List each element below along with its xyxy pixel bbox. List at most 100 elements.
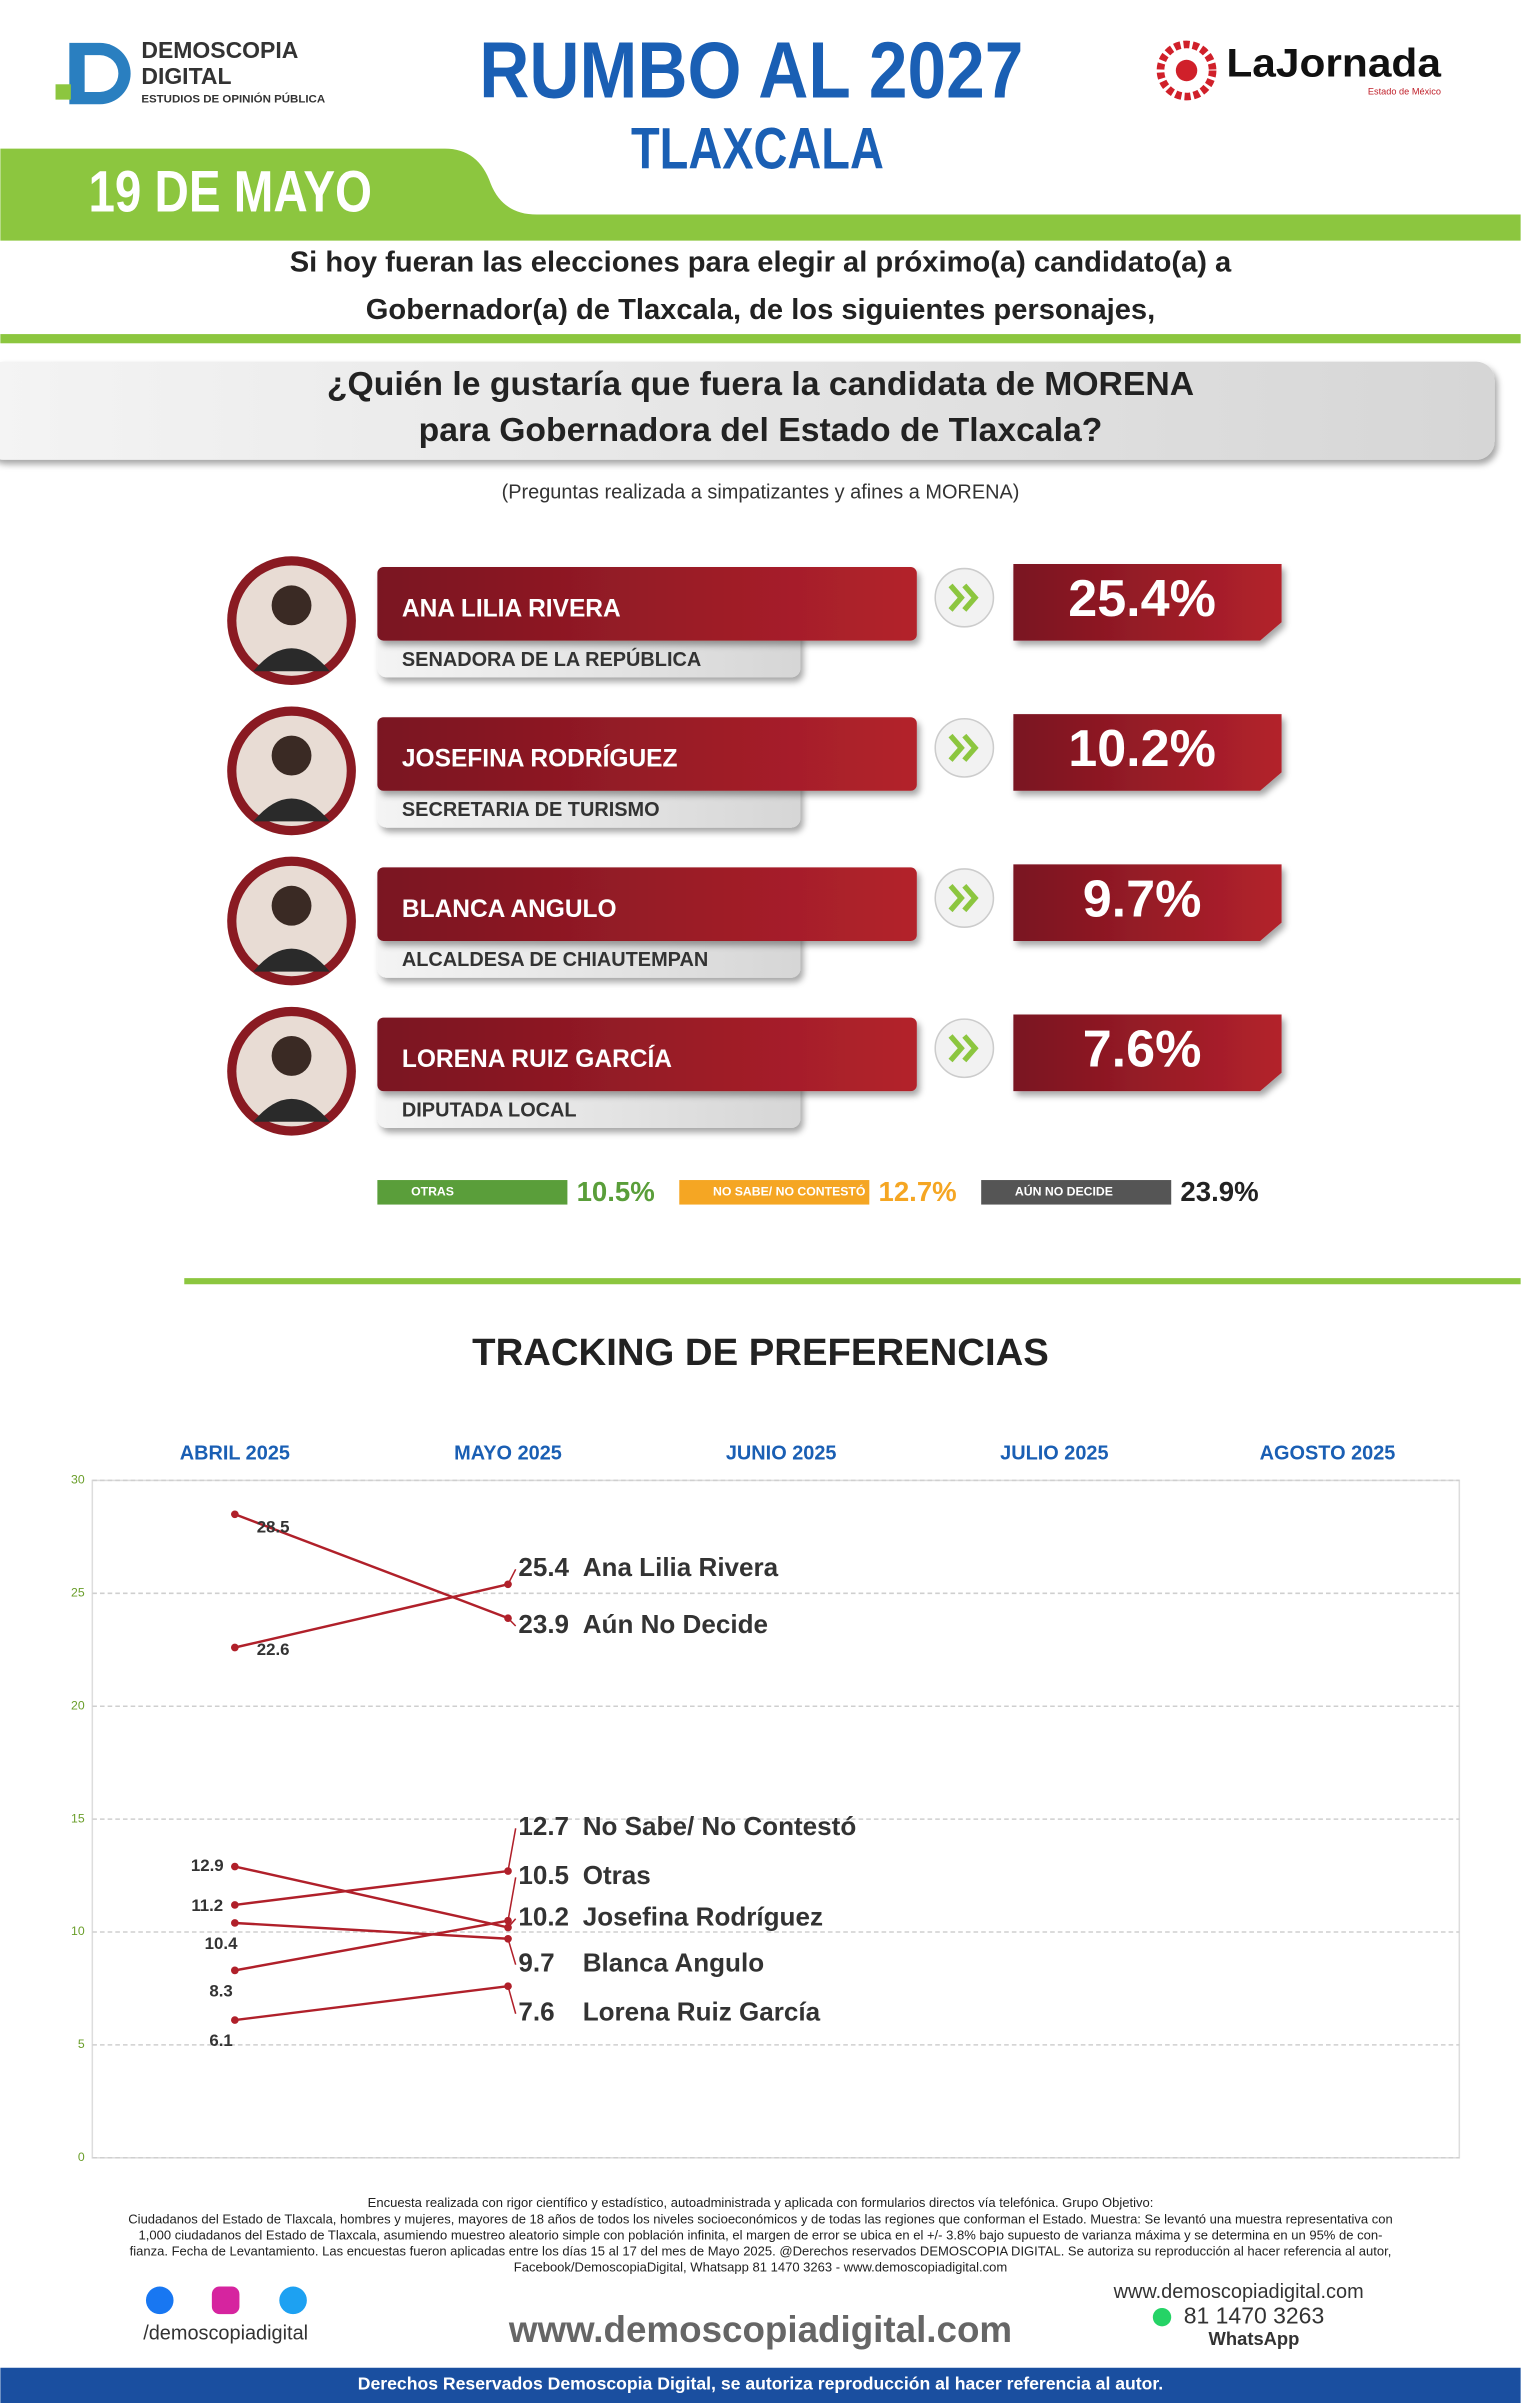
arrow-icon bbox=[948, 1034, 979, 1063]
point-label: 11.2 bbox=[191, 1896, 223, 1915]
methodology: Facebook/DemoscopiaDigital, Whatsapp 81 … bbox=[514, 2260, 1007, 2275]
candidate-percent: 25.4% bbox=[1068, 570, 1216, 628]
name-bar bbox=[377, 717, 917, 791]
divider bbox=[0, 334, 1521, 344]
phone: 81 1470 3263 bbox=[1184, 2302, 1325, 2328]
point bbox=[231, 2016, 239, 2024]
date-band bbox=[0, 148, 1521, 241]
other-label: OTRAS bbox=[411, 1185, 454, 1199]
candidate-role: DIPUTADA LOCAL bbox=[402, 1099, 577, 1121]
photo bbox=[253, 1098, 330, 1122]
candidate-name: LORENA RUIZ GARCÍA bbox=[402, 1045, 672, 1073]
date: 19 DE MAYO bbox=[88, 160, 372, 225]
series-line bbox=[234, 1869, 509, 1907]
series-line bbox=[234, 1984, 509, 2022]
end-value-label: 12.7 bbox=[518, 1811, 569, 1841]
note: (Preguntas realizada a simpatizantes y a… bbox=[502, 482, 1020, 504]
social-icons bbox=[145, 2286, 307, 2315]
other-label: NO SABE/ NO CONTESTÓ bbox=[713, 1184, 866, 1199]
series-name: No Sabe/ No Contestó bbox=[583, 1811, 857, 1841]
y-tick-label: 5 bbox=[78, 2037, 85, 2051]
y-tick-label: 15 bbox=[71, 1811, 85, 1825]
series-line bbox=[234, 1865, 509, 1929]
label-leader bbox=[507, 1617, 517, 1627]
y-tick-label: 0 bbox=[78, 2150, 85, 2164]
candidate-name: ANA LILIA RIVERA bbox=[402, 595, 621, 622]
candidate-percent: 10.2% bbox=[1068, 720, 1216, 778]
end-value-label: 25.4 bbox=[518, 1552, 569, 1582]
point bbox=[231, 1643, 239, 1652]
x-tick-label: JULIO 2025 bbox=[1000, 1443, 1108, 1465]
other-percent: 12.7% bbox=[879, 1176, 957, 1207]
whatsapp: WhatsApp bbox=[1209, 2328, 1300, 2349]
y-tick-label: 30 bbox=[71, 1473, 85, 1487]
subtitle: TLAXCALA bbox=[631, 117, 884, 182]
candidate-name: BLANCA ANGULO bbox=[402, 896, 617, 923]
social-handle: /demoscopiadigital bbox=[143, 2322, 308, 2344]
other-bar bbox=[679, 1180, 870, 1205]
photo bbox=[271, 885, 312, 926]
candidate-role: SECRETARIA DE TURISMO bbox=[402, 799, 660, 821]
label-leader bbox=[507, 1985, 517, 2014]
x-tick-label: ABRIL 2025 bbox=[180, 1443, 290, 1465]
question: para Gobernadora del Estado de Tlaxcala? bbox=[419, 411, 1103, 449]
series-line bbox=[234, 1513, 509, 1620]
x-tick-label: AGOSTO 2025 bbox=[1260, 1443, 1396, 1465]
methodology: 1,000 ciudadanos del Estado de Tlaxcala,… bbox=[139, 2227, 1383, 2242]
x-tick-label: MAYO 2025 bbox=[454, 1443, 562, 1465]
end-value-label: 10.2 bbox=[518, 1902, 569, 1932]
series-name: Aún No Decide bbox=[583, 1609, 768, 1639]
label-leader bbox=[507, 1877, 517, 1921]
y-tick-label: 25 bbox=[71, 1586, 85, 1600]
label-leader bbox=[507, 1828, 517, 1872]
percent-box bbox=[1013, 1014, 1282, 1092]
series-line bbox=[234, 1583, 509, 1649]
methodology: Encuesta realizada con rigor científico … bbox=[368, 2195, 1154, 2210]
percent-box bbox=[1013, 864, 1282, 941]
label-leader bbox=[507, 1568, 517, 1585]
arrow-icon bbox=[948, 733, 979, 762]
point bbox=[231, 1966, 239, 1975]
point bbox=[231, 1919, 239, 1927]
end-value-label: 23.9 bbox=[518, 1609, 569, 1639]
photo bbox=[253, 648, 330, 672]
y-tick-label: 20 bbox=[71, 1698, 85, 1712]
rights: Derechos Reservados Demoscopia Digital, … bbox=[358, 2373, 1163, 2393]
intro: Gobernador(a) de Tlaxcala, de los siguie… bbox=[366, 294, 1155, 326]
point-label: 10.4 bbox=[205, 1934, 238, 1953]
website-small: www.demoscopiadigital.com bbox=[1113, 2281, 1364, 2303]
label-leader bbox=[507, 1918, 517, 1928]
other-percent: 10.5% bbox=[577, 1176, 655, 1207]
candidate-role: ALCALDESA DE CHIAUTEMPAN bbox=[402, 949, 708, 971]
divider bbox=[184, 1278, 1521, 1285]
series-name: Blanca Angulo bbox=[583, 1948, 764, 1978]
other-percent: 23.9% bbox=[1180, 1176, 1258, 1207]
point-label: 22.6 bbox=[257, 1640, 290, 1659]
brand: DEMOSCOPIA bbox=[141, 37, 298, 63]
name-bar bbox=[377, 867, 917, 941]
photo bbox=[271, 1035, 312, 1076]
label-leader bbox=[507, 1938, 517, 1965]
point-label: 6.1 bbox=[209, 2031, 232, 2050]
percent-box bbox=[1013, 714, 1282, 791]
title: RUMBO AL 2027 bbox=[479, 26, 1023, 115]
series-name: Lorena Ruiz García bbox=[583, 1997, 821, 2027]
x-tick-label: JUNIO 2025 bbox=[726, 1443, 837, 1465]
partner-logo bbox=[1175, 59, 1198, 82]
point bbox=[231, 1901, 239, 1909]
point-label: 12.9 bbox=[191, 1856, 224, 1875]
photo bbox=[253, 798, 330, 822]
other-bar bbox=[981, 1180, 1172, 1205]
point-label: 8.3 bbox=[209, 1982, 232, 2001]
chart-title: TRACKING DE PREFERENCIAS bbox=[472, 1331, 1049, 1374]
end-value-label: 10.5 bbox=[518, 1860, 569, 1890]
candidate-name: JOSEFINA RODRÍGUEZ bbox=[402, 745, 678, 773]
brand-logo bbox=[55, 42, 131, 105]
point bbox=[231, 1510, 239, 1519]
brand: DIGITAL bbox=[141, 63, 231, 89]
whatsapp-icon bbox=[1152, 2307, 1172, 2327]
series-line bbox=[234, 1921, 509, 1941]
end-value-label: 9.7 bbox=[518, 1948, 554, 1978]
y-tick-label: 10 bbox=[71, 1924, 85, 1938]
